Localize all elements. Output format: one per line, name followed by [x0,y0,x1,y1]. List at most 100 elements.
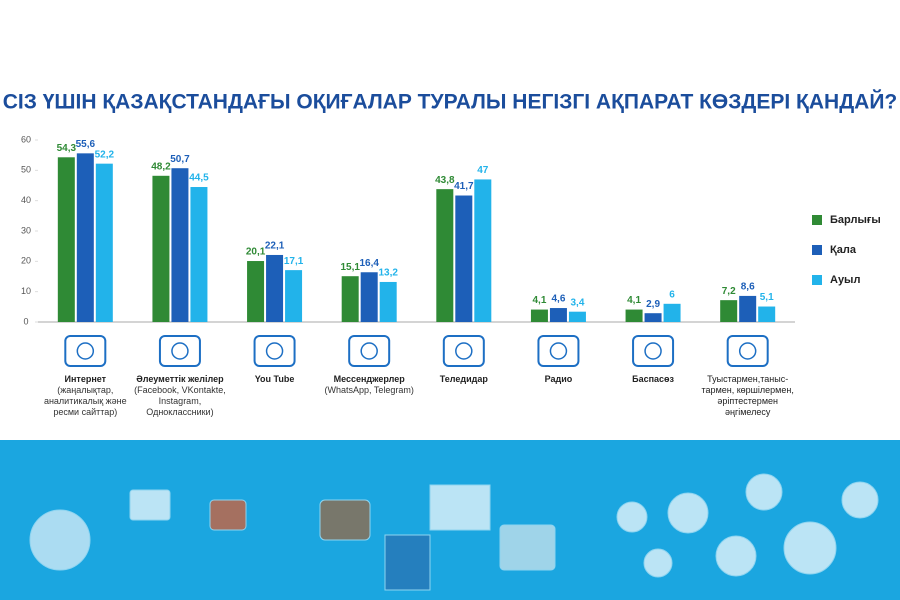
category-note: (WhatsApp, Telegram) [324,385,414,395]
x-tick-label: Интернет (жаңалықтар, аналитикалық және р… [33,374,137,418]
value-label: 4,6 [551,294,565,305]
y-tick-label: 50 [21,165,31,175]
x-tick-label: Туыстармен,таныс-тармен, көршілермен, әр… [696,374,800,418]
x-tick-label: Теледидар [412,374,516,385]
category-name: Әлеуметтік желілер [136,374,224,384]
value-label: 4,1 [627,295,641,306]
value-label: 16,4 [359,258,379,269]
category-icon [360,342,378,360]
bar [549,308,567,322]
value-label: 6 [669,289,675,300]
category-icon [537,335,580,367]
value-label: 5,1 [760,292,774,303]
bar [76,153,94,322]
bar [568,311,586,322]
x-tick-label: Әлеуметтік желілер (Facebook, VKontakte, … [128,374,232,418]
x-tick-label: Радио [506,374,610,385]
value-label: 43,8 [435,175,455,186]
bar [285,270,303,322]
category-icon [76,342,95,360]
category-icon [253,335,296,367]
x-tick-label: You Tube [223,374,327,385]
value-label: 17,1 [284,256,304,267]
footer-decoration [29,473,879,591]
value-label: 4,1 [532,295,546,306]
category-icon [632,335,675,367]
bar [95,163,113,322]
value-label: 50,7 [170,154,190,165]
category-icon [442,335,485,367]
x-tick-label: Баспасөз [601,374,705,385]
category-name: Туыстармен,таныс-тармен, көршілермен, әр… [701,374,794,417]
value-label: 41,7 [454,181,474,192]
value-label: 55,6 [76,139,96,150]
category-note: (жаңалықтар, аналитикалық және ресми сай… [43,385,127,417]
value-label: 15,1 [340,262,360,273]
bar [341,276,359,322]
y-tick-label: 0 [23,316,28,326]
legend-label: Ауыл [830,274,860,286]
category-icon [265,342,284,360]
value-label: 20,1 [246,247,266,258]
value-label: 47 [477,165,489,176]
category-name: Теледидар [439,374,488,384]
bar [379,281,397,322]
category-icon [158,335,201,367]
bar [266,254,284,322]
legend-label: Барлығы [830,214,881,226]
bar [663,303,681,322]
y-tick-label: 30 [21,225,31,235]
category-icon [549,342,568,360]
category-name: You Tube [254,374,295,384]
bar [530,309,548,322]
category-icon [171,342,189,360]
category-icon [644,342,662,360]
category-name: Мессенджерлер [333,374,405,384]
value-label: 44,5 [189,173,209,184]
bar [625,309,643,322]
value-label: 48,2 [151,161,171,172]
value-label: 3,4 [570,297,584,308]
category-name: Интернет [64,374,107,384]
value-label: 52,2 [95,149,115,160]
legend-swatch [812,245,822,255]
value-label: 22,1 [265,241,285,252]
value-label: 7,2 [722,286,736,297]
category-name: Радио [544,374,573,384]
category-icon [455,342,473,360]
legend-swatch [812,275,822,285]
bar [720,300,738,322]
legend-swatch [812,215,822,225]
y-tick-label: 60 [21,134,31,144]
bar [644,313,662,322]
bar [152,175,170,322]
bar [758,306,776,322]
y-tick-label: 20 [21,256,31,266]
x-tick-label: Мессенджерлер (WhatsApp, Telegram) [317,374,421,396]
bar [474,179,492,322]
bar [360,272,378,322]
category-icon [64,335,107,367]
y-tick-label: 40 [21,195,31,205]
value-label: 54,3 [57,143,77,154]
bar [247,261,265,322]
bar [455,195,473,322]
value-label: 8,6 [741,282,755,293]
bar [57,157,75,322]
value-label: 13,2 [378,268,398,279]
bar [171,168,189,322]
category-name: Баспасөз [632,374,675,384]
bar [739,295,757,322]
category-note: (Facebook, VKontakte, Instagram, Однокла… [134,385,226,417]
category-icon [738,342,757,360]
y-tick-label: 10 [21,286,31,296]
bar [436,189,454,322]
value-label: 2,9 [646,299,660,310]
category-icon [726,335,769,367]
bar [190,187,208,322]
category-icon [348,335,391,367]
legend-label: Қала [830,244,857,256]
chart-title: СІЗ ҮШІН ҚАЗАҚСТАНДАҒЫ ОҚИҒАЛАР ТУРАЛЫ Н… [3,90,898,114]
